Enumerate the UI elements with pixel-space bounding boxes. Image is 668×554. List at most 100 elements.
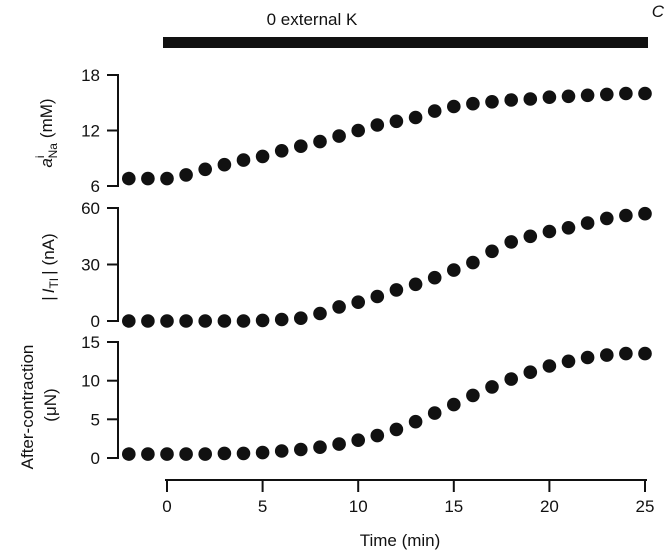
data-point xyxy=(122,447,136,461)
data-point xyxy=(523,92,538,106)
y-label-symbol: I xyxy=(39,288,58,293)
y-axis-label: aiNa (mM) xyxy=(33,98,60,167)
data-point xyxy=(408,110,423,125)
panel-intracellular-sodium: aiNa (mM) 6 12 18 xyxy=(33,66,652,196)
x-tick-label: 20 xyxy=(540,497,559,516)
data-point xyxy=(466,255,480,270)
data-point xyxy=(294,442,308,457)
y-tick-label: 6 xyxy=(91,177,100,196)
condition-bar xyxy=(163,37,648,48)
data-point xyxy=(179,314,193,328)
data-point xyxy=(179,168,193,182)
x-tick-label: 25 xyxy=(636,497,655,516)
data-point xyxy=(198,447,212,461)
data-point xyxy=(408,277,423,292)
y-label-subscript: Na xyxy=(46,143,60,159)
data-point xyxy=(332,300,346,314)
data-point xyxy=(217,314,232,328)
data-point xyxy=(523,365,538,380)
data-point xyxy=(255,149,270,164)
data-point xyxy=(619,346,633,361)
data-point xyxy=(313,440,327,455)
panel-after-contraction: After-contraction (μN) 0 5 10 15 xyxy=(18,333,652,469)
data-point xyxy=(122,171,136,186)
data-point xyxy=(466,96,480,111)
x-tick-label: 5 xyxy=(258,497,267,516)
y-label-symbol: a xyxy=(37,158,56,167)
data-point xyxy=(427,406,442,420)
data-point xyxy=(447,397,461,412)
data-point xyxy=(504,372,518,386)
y-label-bar-right: | xyxy=(39,270,58,274)
y-axis-label: | ITI | (nA) xyxy=(39,233,61,300)
data-point xyxy=(351,433,366,448)
x-tick-label: 0 xyxy=(162,497,171,516)
data-point xyxy=(294,311,308,326)
data-point xyxy=(389,114,404,129)
data-point xyxy=(600,87,614,102)
data-point xyxy=(619,86,633,101)
data-point xyxy=(619,208,633,223)
panel-letter: C xyxy=(652,2,665,21)
data-series xyxy=(122,86,652,186)
y-tick-label: 0 xyxy=(91,312,100,331)
data-point xyxy=(274,444,289,458)
data-point xyxy=(389,283,404,297)
data-point xyxy=(370,118,385,132)
data-point xyxy=(447,263,461,277)
data-point xyxy=(141,171,155,186)
data-point xyxy=(294,139,308,153)
data-point xyxy=(122,314,136,328)
data-point xyxy=(504,235,518,249)
data-point xyxy=(485,380,499,394)
data-point xyxy=(332,437,346,451)
data-point xyxy=(466,388,480,403)
y-tick-label: 0 xyxy=(91,449,100,468)
data-series xyxy=(122,206,652,328)
data-point xyxy=(198,162,212,177)
data-point xyxy=(408,414,423,429)
data-point xyxy=(351,123,366,138)
data-point xyxy=(274,312,289,327)
data-point xyxy=(313,134,327,149)
y-label-superscript: i xyxy=(33,155,47,158)
data-point xyxy=(141,314,155,328)
data-point xyxy=(580,216,595,230)
data-point xyxy=(217,157,232,172)
data-point xyxy=(141,447,155,461)
data-point xyxy=(160,171,174,186)
y-tick-label: 5 xyxy=(91,410,100,429)
data-point xyxy=(542,90,557,104)
y-tick-label: 60 xyxy=(81,199,100,218)
data-point xyxy=(160,314,174,328)
data-point xyxy=(638,206,652,221)
data-point xyxy=(427,104,442,118)
y-label-subscript: TI xyxy=(47,278,61,289)
x-tick-label: 10 xyxy=(349,497,368,516)
data-point xyxy=(485,244,499,259)
data-point xyxy=(580,88,595,103)
data-point xyxy=(351,295,366,310)
x-tick-label: 15 xyxy=(444,497,463,516)
data-point xyxy=(561,354,576,369)
data-series xyxy=(122,346,652,461)
y-axis-label-line1: After-contraction xyxy=(18,345,37,470)
data-point xyxy=(542,359,557,373)
data-point xyxy=(600,211,614,226)
data-point xyxy=(561,89,576,104)
data-point xyxy=(255,445,270,460)
data-point xyxy=(580,350,595,365)
data-point xyxy=(370,289,385,304)
data-point xyxy=(638,86,652,101)
data-point xyxy=(600,348,614,362)
panel-transient-inward-current: | ITI | (nA) 0 30 60 xyxy=(39,199,652,331)
data-point xyxy=(236,314,251,328)
data-point xyxy=(389,422,404,437)
x-axis: Time (min) 0 5 10 15 20 25 xyxy=(162,479,655,550)
data-point xyxy=(485,95,499,109)
data-point xyxy=(638,346,652,361)
data-point xyxy=(236,153,251,167)
data-point xyxy=(255,313,270,328)
data-point xyxy=(561,221,576,235)
